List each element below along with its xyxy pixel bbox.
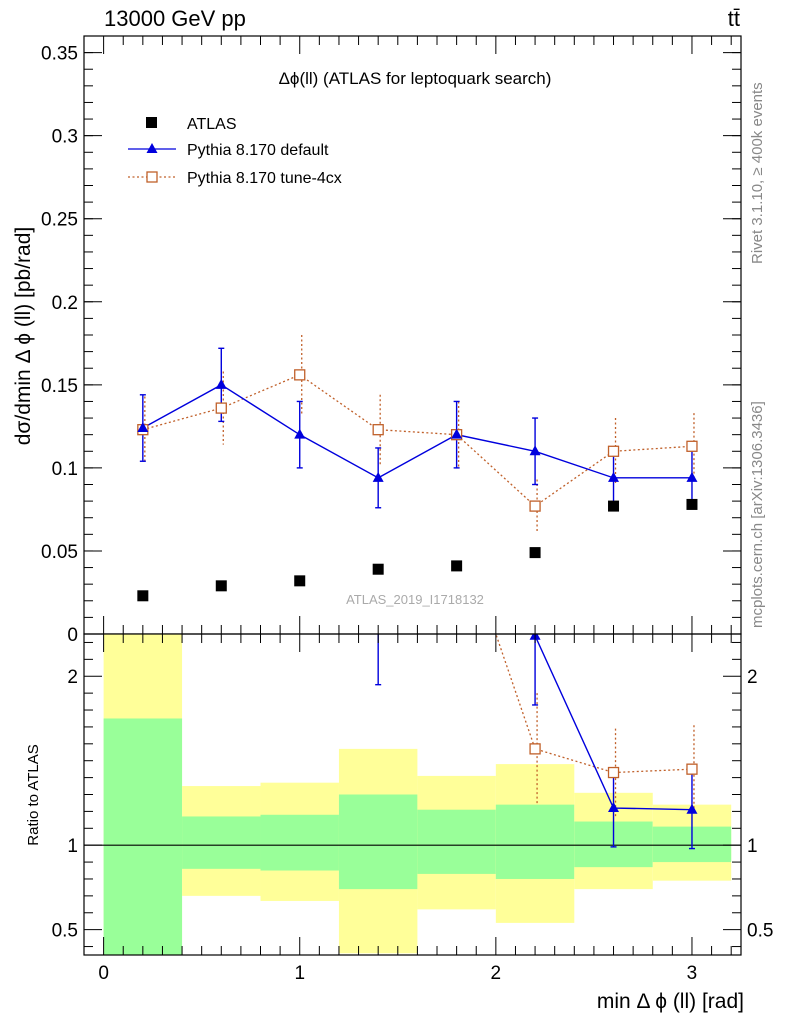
y-tick-label: 0.25 (41, 210, 78, 231)
point-tune (294, 369, 306, 381)
header-left: 13000 GeV pp (104, 6, 246, 31)
point-default (451, 428, 463, 439)
ratio-clipped-group (137, 98, 698, 850)
main-frame (83, 35, 742, 635)
x-tick-label: 3 (687, 963, 698, 984)
point-default (608, 471, 620, 482)
ratio-tick-label-right: 2 (747, 667, 758, 688)
point-atlas (451, 560, 463, 572)
point-default (686, 471, 698, 482)
ratio-marks (137, 98, 698, 850)
point-tune (529, 500, 541, 512)
point-atlas (372, 563, 384, 575)
point-atlas (608, 500, 620, 512)
y-tick-label: 0.05 (41, 542, 78, 563)
point-default (294, 428, 306, 439)
watermark: ATLAS_2019_I1718132 (346, 592, 484, 607)
ratio-point-default (608, 802, 620, 813)
header-right: tt̄ (728, 6, 740, 31)
mcplots-label: mcplots.cern.ch [arXiv:1306.3436] (749, 401, 766, 628)
legend-tune-marker (146, 171, 158, 183)
point-default (137, 422, 149, 433)
point-atlas (215, 580, 227, 592)
ratio-point-default (451, 513, 462, 523)
point-atlas (686, 498, 698, 510)
y-tick-label: 0 (67, 625, 78, 646)
y-tick-label: 0.1 (52, 459, 78, 480)
band-inner (417, 809, 496, 874)
point-tune (607, 445, 620, 457)
main-panel: 0 0.05 0.1 0.15 0.2 0.25 0.3 0.35 Δϕ(ll) (ATLAS… (12, 35, 742, 646)
ratio-point-tune (138, 105, 148, 115)
ratio-line-default (533, 634, 692, 811)
band-inner (260, 814, 339, 871)
y-tick-label: 0.35 (41, 44, 78, 65)
x-axis-ticks: 0 1 2 3 (98, 634, 732, 984)
main-marks (137, 335, 698, 602)
point-default (372, 471, 384, 482)
ratio-point-tune (529, 743, 541, 755)
ratio-tick-label: 1 (67, 836, 78, 857)
point-default (215, 378, 227, 389)
ratio-tick-label-right: 1 (747, 836, 758, 857)
point-atlas (529, 547, 541, 559)
y-tick-label: 0.2 (52, 293, 78, 314)
band-inner (338, 794, 418, 890)
legend-default-label: Pythia 8.170 default (187, 142, 329, 159)
point-tune (372, 424, 384, 436)
legend-tune-label: Pythia 8.170 tune-4cx (187, 170, 342, 187)
y-tick-label: 0.3 (52, 127, 78, 148)
ratio-point-tune (686, 763, 698, 775)
point-tune (686, 440, 698, 452)
series-line-default (142, 384, 692, 479)
band-inner (495, 804, 575, 879)
point-tune (215, 402, 227, 414)
ratio-tick-label: 0.5 (52, 921, 78, 942)
y-axis-label: dσ/dmin Δ ϕ (ll) [pb/rad] (12, 227, 35, 446)
rivet-label: Rivet 3.1.10, ≥ 400k events (749, 82, 766, 264)
ratio-tick-label: 2 (67, 667, 78, 688)
ratio-point-tune (607, 766, 620, 779)
legend-atlas-marker (146, 117, 157, 128)
x-axis-label: min Δ ϕ (ll) [rad] (597, 990, 744, 1013)
ratio-y-label: Ratio to ATLAS (25, 744, 42, 845)
x-tick-label: 0 (98, 963, 109, 984)
ratio-point-default (137, 98, 148, 108)
point-default (529, 445, 541, 456)
ratio-tick-label-right: 0.5 (747, 921, 773, 942)
legend-default-marker (146, 143, 158, 153)
ratio-point-default (686, 803, 698, 814)
ratio-panel: 0.5 0.5 1 1 2 2 Ratio to ATLAS 0 1 2 3 min Δ ϕ (… (25, 98, 773, 1013)
point-atlas (294, 575, 306, 587)
ratio-line-tune (495, 634, 692, 774)
y-tick-label: 0.15 (41, 376, 78, 397)
band-inner (103, 718, 183, 955)
x-tick-label: 2 (491, 963, 502, 984)
ratio-axis-ticks: 0.5 0.5 1 1 2 2 (52, 641, 773, 948)
series-line-tune (142, 374, 693, 507)
main-axis-ticks: 0 0.05 0.1 0.15 0.2 0.25 0.3 0.35 (41, 35, 741, 646)
legend: ATLAS Pythia 8.170 default Pythia 8.170 … (128, 116, 342, 187)
legend-atlas-label: ATLAS (187, 116, 237, 133)
chart-title: Δϕ(ll) (ATLAS for leptoquark search) (279, 69, 552, 88)
band-inner (182, 816, 261, 869)
point-atlas (137, 590, 149, 602)
x-tick-label: 1 (294, 963, 305, 984)
uncertainty-bands (84, 634, 741, 955)
ratio-point-tune (452, 514, 462, 524)
ratio-point-tune (216, 217, 226, 227)
